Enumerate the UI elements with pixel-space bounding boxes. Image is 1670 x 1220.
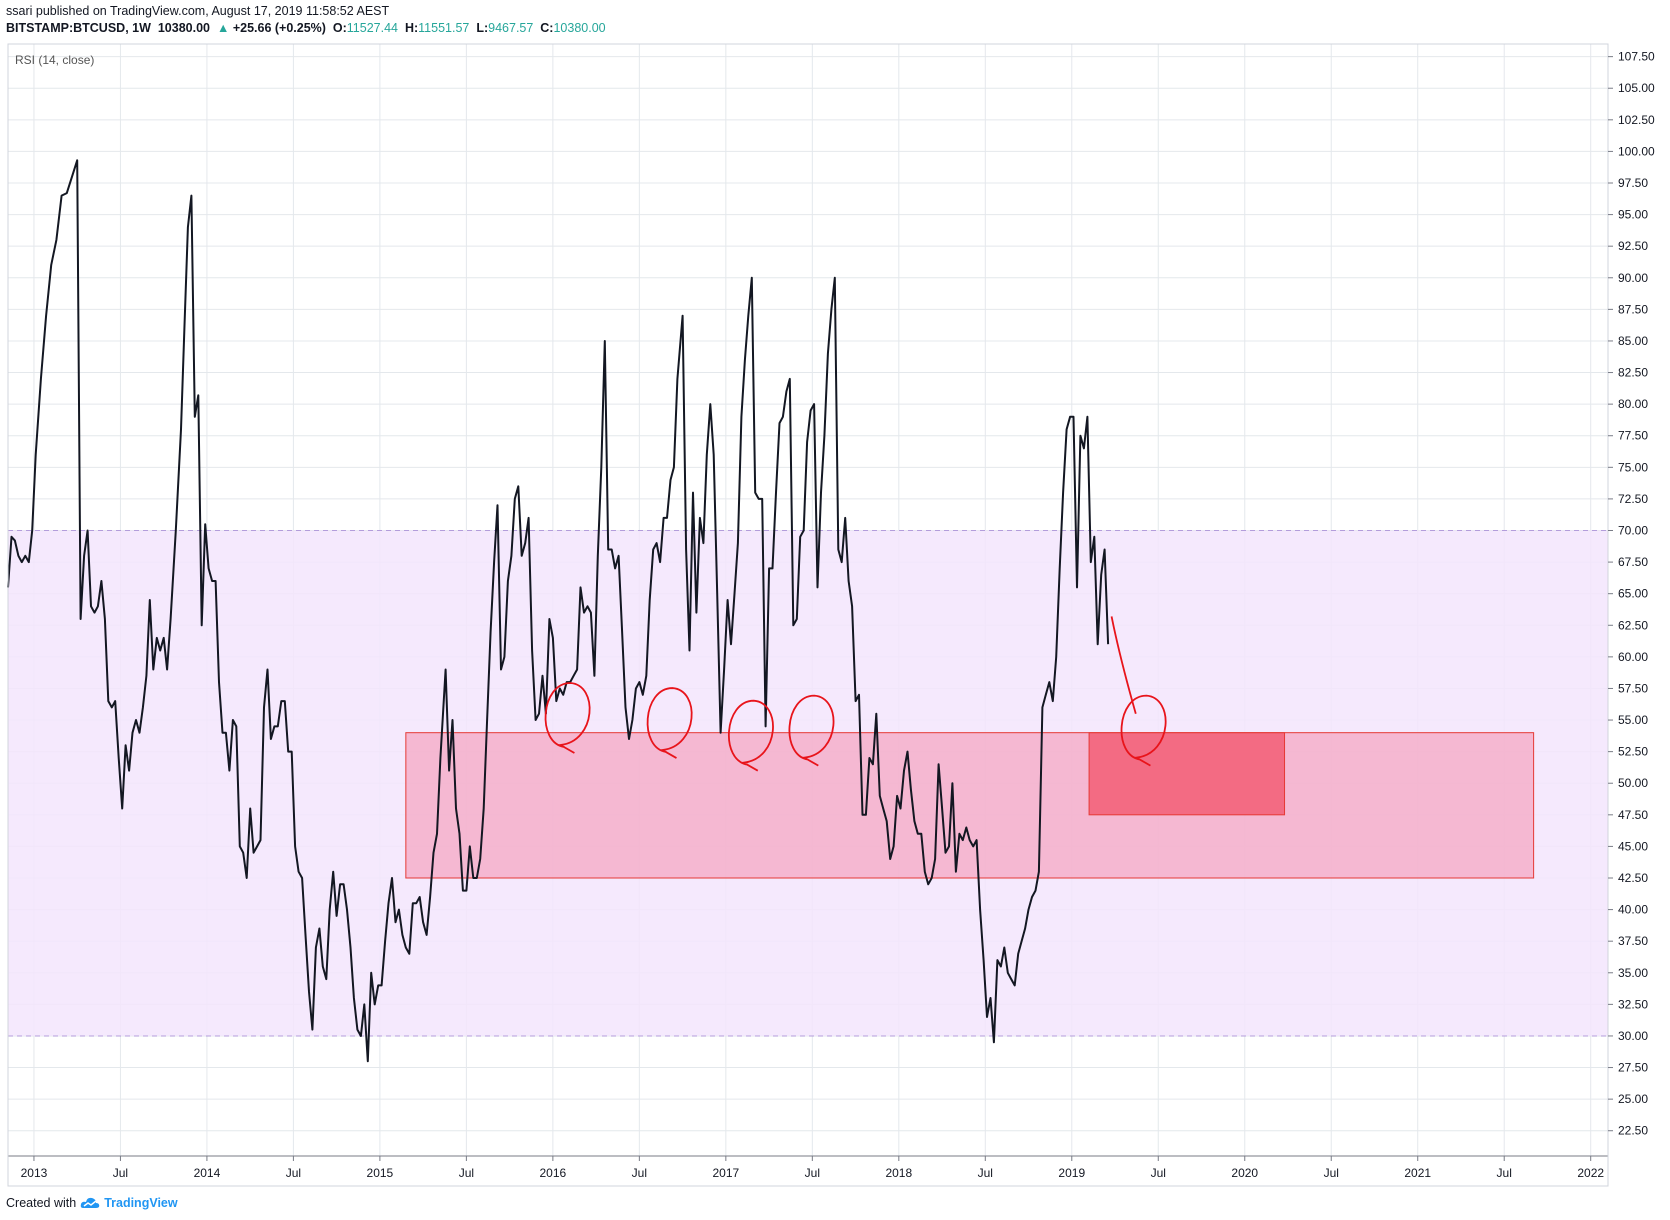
y-tick-label: 97.50	[1618, 176, 1648, 190]
x-tick-label: 2017	[712, 1166, 739, 1180]
rsi-line	[7, 159, 1110, 1063]
y-tick-label: 87.50	[1618, 302, 1648, 316]
x-tick-label: Jul	[978, 1166, 993, 1180]
x-tick-label: 2022	[1577, 1166, 1604, 1180]
symbol-ohlc-bar: BITSTAMP:BTCUSD, 1W 10380.00 ▲ +25.66 (+…	[6, 21, 606, 35]
y-tick-label: 85.00	[1618, 334, 1648, 348]
x-tick-label: Jul	[1497, 1166, 1512, 1180]
hand-drawn-circle	[1120, 694, 1167, 767]
y-tick-label: 45.00	[1618, 839, 1648, 853]
hand-drawn-circle	[727, 699, 774, 772]
support-zone	[405, 732, 1535, 879]
symbol-label[interactable]: BITSTAMP:BTCUSD, 1W	[6, 21, 151, 35]
y-tick-label: 107.50	[1618, 50, 1655, 64]
x-tick-label: Jul	[1151, 1166, 1166, 1180]
close-label: C:	[540, 21, 554, 35]
x-tick-label: 2020	[1231, 1166, 1258, 1180]
x-tick-label: 2019	[1058, 1166, 1085, 1180]
y-tick-label: 82.50	[1618, 366, 1648, 380]
x-tick-label: 2013	[21, 1166, 48, 1180]
y-tick-label: 65.00	[1618, 587, 1648, 601]
x-tick-label: Jul	[1324, 1166, 1339, 1180]
hand-drawn-circle	[788, 694, 835, 767]
y-tick-label: 32.50	[1618, 997, 1648, 1011]
low-label: L:	[476, 21, 489, 35]
y-tick-label: 42.50	[1618, 871, 1648, 885]
rsi-chart[interactable]: 107.50 105.00 102.50 100.00 97.50 95.00 92.50 9…	[0, 0, 1670, 1190]
y-tick-label: 95.00	[1618, 208, 1648, 222]
x-tick-label: 2016	[540, 1166, 567, 1180]
last-price: 10380.00	[157, 21, 210, 35]
y-tick-label: 40.00	[1618, 903, 1648, 917]
plot-frame	[7, 43, 1609, 1187]
y-tick-label: 105.00	[1618, 81, 1655, 95]
current-zone	[1088, 732, 1286, 816]
y-tick-label: 70.00	[1618, 524, 1648, 538]
y-tick-label: 75.00	[1618, 460, 1648, 474]
high-value: 11551.57	[418, 21, 470, 35]
y-tick-label: 72.50	[1618, 492, 1648, 506]
hand-drawn-circle	[646, 687, 693, 759]
y-tick-label: 60.00	[1618, 650, 1648, 664]
axes: 107.50 105.00 102.50 100.00 97.50 95.00 92.50 9…	[7, 43, 1655, 1187]
footer: Created with TradingView	[6, 1196, 178, 1210]
close-value: 10380.00	[553, 21, 606, 35]
y-tick-label: 25.00	[1618, 1092, 1648, 1106]
y-tick-label: 50.00	[1618, 776, 1648, 790]
x-tick-label: 2018	[885, 1166, 912, 1180]
x-tick-label: Jul	[805, 1166, 820, 1180]
hand-drawn-circle	[544, 682, 591, 754]
y-tick-label: 90.00	[1618, 271, 1648, 285]
hand-drawn-stroke	[1110, 616, 1137, 714]
tradingview-brand[interactable]: TradingView	[104, 1196, 178, 1210]
x-tick-label: 2021	[1404, 1166, 1431, 1180]
x-tick-label: Jul	[286, 1166, 301, 1180]
up-triangle-icon: ▲	[216, 21, 230, 35]
high-label: H:	[404, 21, 419, 35]
open-label: O:	[332, 21, 347, 35]
x-tick-label: 2014	[194, 1166, 221, 1180]
y-tick-label: 77.50	[1618, 429, 1648, 443]
y-tick-label: 102.50	[1618, 113, 1655, 127]
highlight-zones	[405, 732, 1535, 879]
y-tick-label: 92.50	[1618, 239, 1648, 253]
tradingview-cloud-icon	[80, 1197, 100, 1208]
annotations	[544, 616, 1167, 772]
price-change: +25.66 (+0.25%)	[232, 21, 326, 35]
low-value: 9467.57	[488, 21, 534, 35]
y-tick-label: 80.00	[1618, 397, 1648, 411]
created-with-label: Created with	[6, 1196, 77, 1210]
open-value: 11527.44	[346, 21, 398, 35]
published-info: ssari published on TradingView.com, Augu…	[6, 4, 390, 18]
y-tick-label: 57.50	[1618, 681, 1648, 695]
y-tick-label: 67.50	[1618, 555, 1648, 569]
y-tick-label: 62.50	[1618, 618, 1648, 632]
x-tick-label: Jul	[632, 1166, 647, 1180]
y-tick-label: 22.50	[1618, 1124, 1648, 1138]
y-tick-label: 30.00	[1618, 1029, 1648, 1043]
y-tick-label: 37.50	[1618, 934, 1648, 948]
y-tick-label: 47.50	[1618, 808, 1648, 822]
indicator-label: RSI (14, close)	[15, 53, 94, 67]
y-tick-label: 100.00	[1618, 144, 1655, 158]
y-tick-label: 27.50	[1618, 1061, 1648, 1075]
y-tick-label: 35.00	[1618, 966, 1648, 980]
y-tick-label: 55.00	[1618, 713, 1648, 727]
rsi-series	[7, 159, 1110, 1063]
y-tick-label: 52.50	[1618, 745, 1648, 759]
x-tick-label: Jul	[113, 1166, 128, 1180]
x-tick-label: Jul	[459, 1166, 474, 1180]
x-tick-label: 2015	[367, 1166, 394, 1180]
